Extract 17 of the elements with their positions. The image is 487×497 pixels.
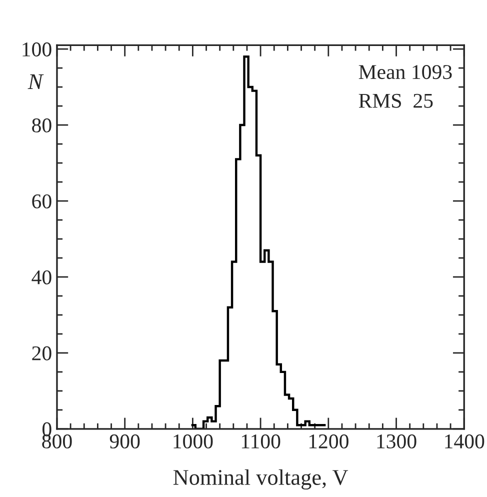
x-tick-label: 1400 bbox=[445, 434, 484, 448]
x-tick-label: 800 bbox=[42, 434, 72, 448]
y-tick-label: 20 bbox=[32, 346, 52, 360]
y-tick-label: 100 bbox=[22, 42, 52, 56]
x-tick-label: 1300 bbox=[377, 434, 416, 448]
y-tick-label: 40 bbox=[32, 270, 52, 284]
x-axis-title: Nominal voltage, V bbox=[173, 469, 348, 490]
y-axis-title: N bbox=[28, 74, 44, 89]
x-tick-label: 1200 bbox=[309, 434, 348, 448]
annotation: Mean 1093 bbox=[358, 65, 452, 80]
annotation: RMS 25 bbox=[358, 94, 433, 108]
y-tick-label: 0 bbox=[42, 422, 52, 436]
x-tick-label: 900 bbox=[110, 434, 140, 448]
x-tick-label: 1100 bbox=[242, 434, 280, 448]
y-tick-label: 80 bbox=[32, 118, 52, 132]
x-tick-label: 1000 bbox=[174, 434, 213, 448]
y-tick-label: 60 bbox=[32, 194, 52, 208]
